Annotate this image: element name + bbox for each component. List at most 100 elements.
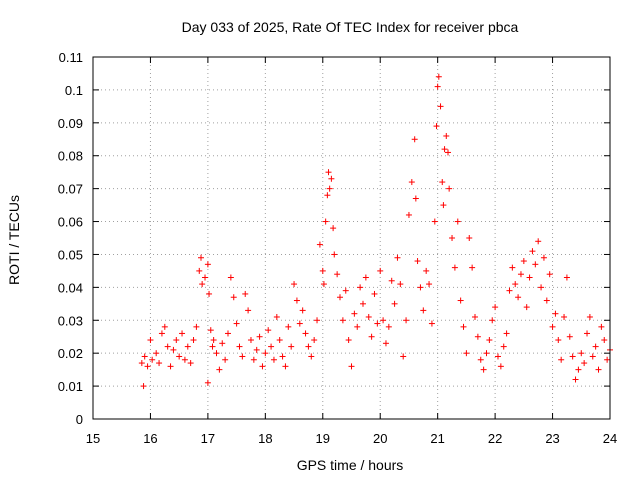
data-point [549,323,556,330]
data-point [494,353,501,360]
data-point [161,323,168,330]
data-point [535,238,542,245]
data-point [466,235,473,241]
data-point [575,366,582,373]
y-tick-label: 0.05 [58,247,83,262]
data-point [179,330,186,337]
data-point [408,179,415,186]
data-point [362,274,369,281]
data-point [385,323,392,330]
data-point [374,320,381,327]
data-point [434,83,441,90]
data-point [181,356,188,363]
y-tick-label: 0.07 [58,182,83,197]
data-point [486,337,493,344]
data-point [592,343,599,350]
data-point [222,356,229,363]
data-point [561,313,568,320]
data-point [206,290,213,297]
data-point [149,356,156,363]
data-point [586,313,593,320]
data-point [233,320,240,327]
data-point [509,264,516,271]
data-point [138,360,145,367]
plot-frame [92,56,611,420]
data-point [480,366,487,373]
data-point [439,179,446,186]
data-point [604,356,611,363]
data-point [147,337,154,344]
y-tick-label: 0.02 [58,346,83,361]
data-point [400,353,407,360]
data-point [268,343,275,350]
data-point [532,261,539,268]
data-point [359,300,366,307]
data-point [474,333,481,340]
data-point [489,317,496,324]
x-tick-label: 15 [86,431,100,446]
data-point [216,366,223,373]
data-point [428,320,435,327]
data-point [320,281,327,288]
data-point [412,195,419,202]
data-point [595,366,602,373]
data-point [331,251,338,258]
x-tick-label: 17 [201,431,215,446]
data-point [529,248,536,255]
data-point [538,284,545,291]
data-point [357,284,364,291]
data-point [279,353,286,360]
data-point [156,360,163,367]
data-point [589,353,596,360]
data-point [351,310,358,317]
data-point [299,307,306,314]
chart-title: Day 033 of 2025, Rate Of TEC Index for r… [182,19,519,35]
data-point [204,379,211,386]
data-point [153,350,160,357]
data-point [420,307,427,314]
data-point [164,343,171,350]
data-point [382,340,389,347]
data-point [345,337,352,344]
data-point [247,337,254,344]
data-point [572,376,579,383]
data-point [207,327,214,334]
data-point [423,267,430,274]
x-tick-label: 19 [316,431,330,446]
data-point [463,350,470,357]
data-point [451,264,458,271]
data-point [291,281,298,288]
data-point [446,185,453,192]
y-tick-label: 0.09 [58,116,83,131]
data-point [273,313,280,320]
data-point [204,261,211,268]
data-point [506,287,513,294]
x-tick-label: 22 [488,431,502,446]
data-point [308,353,315,360]
data-points [138,73,613,390]
x-tick-label: 23 [545,431,559,446]
data-point [388,277,395,284]
data-point [302,330,309,337]
data-point [144,363,151,370]
y-axis-ticks: 0 0.01 0.02 0.03 0.04 0.05 0.06 0.07 0.08 0.09 0.1… [58,50,610,427]
data-point [262,350,269,357]
data-point [328,175,335,182]
data-point [213,350,220,357]
data-point [354,323,361,330]
data-point [265,327,272,334]
data-point [193,323,200,330]
data-point [242,290,249,297]
data-point [601,337,608,344]
data-point [324,192,331,199]
y-tick-label: 0.06 [58,215,83,230]
data-point [417,284,424,291]
x-tick-label: 18 [258,431,272,446]
data-point [293,297,300,304]
data-point [566,333,573,340]
data-point [403,317,410,324]
y-tick-label: 0.01 [58,379,83,394]
y-tick-label: 0.03 [58,313,83,328]
x-axis-ticks: 15 16 17 18 19 20 21 22 23 24 [86,57,617,446]
